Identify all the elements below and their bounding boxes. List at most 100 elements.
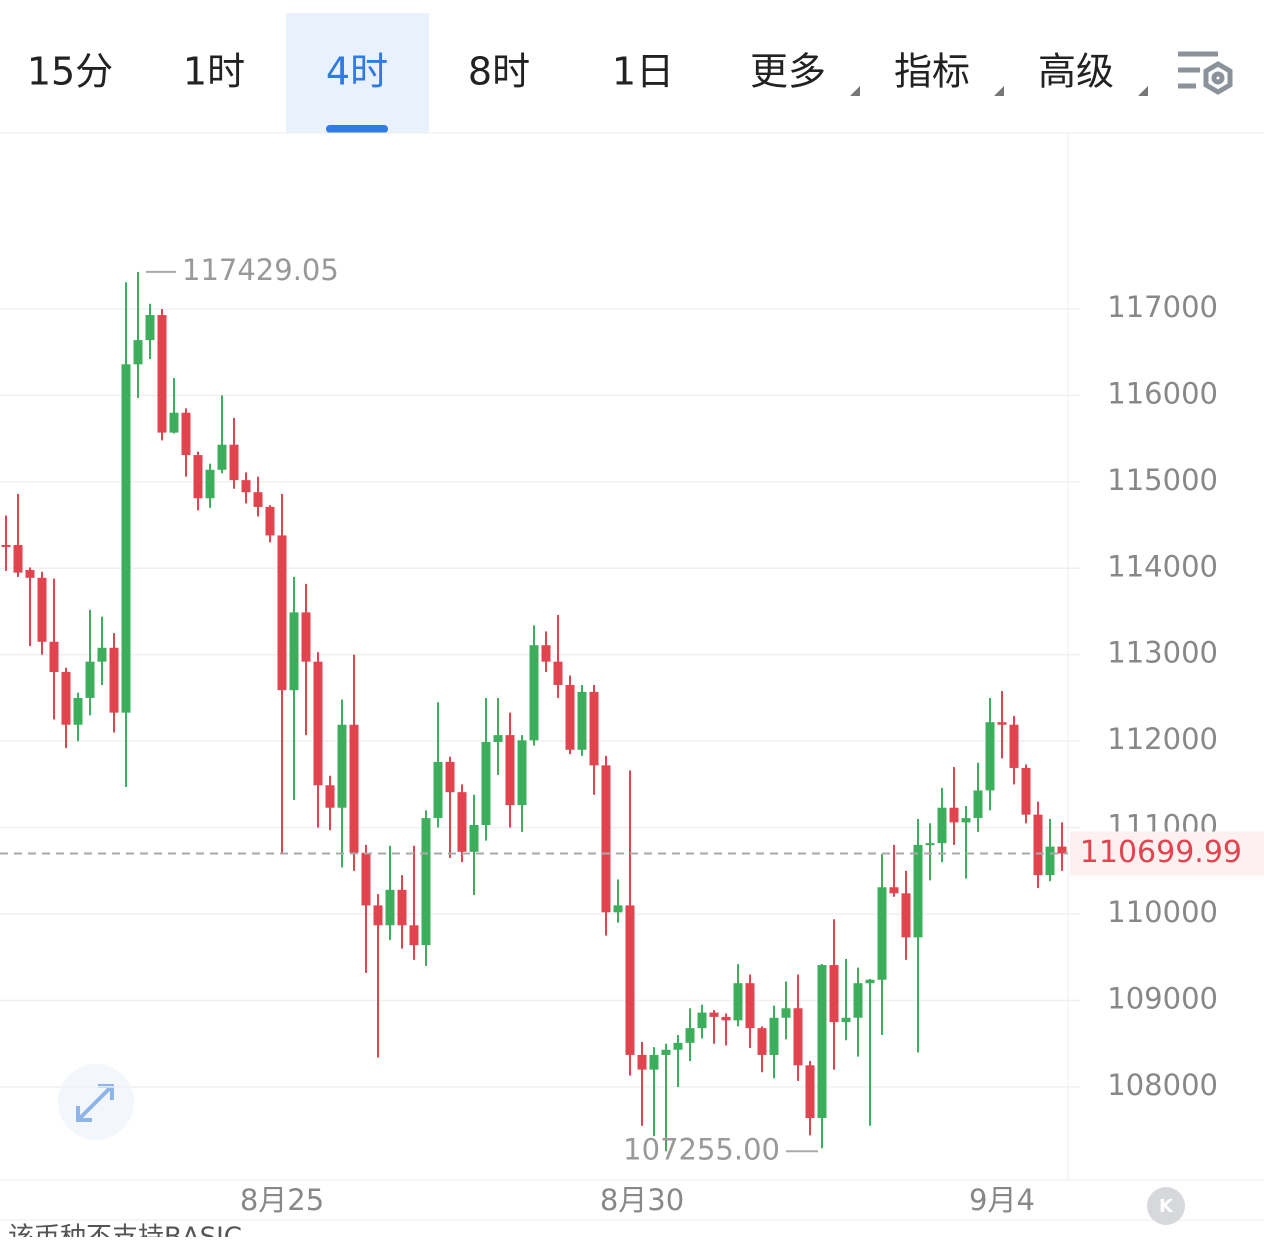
candle-body [277, 535, 287, 691]
candle-body [337, 724, 347, 808]
candle-body [217, 444, 227, 470]
y-tick-label: 117000 [1107, 290, 1218, 324]
expand-icon [76, 1084, 114, 1122]
candle-body [493, 735, 503, 743]
tab[interactable]: 更多 [750, 50, 826, 94]
candle-body [805, 1065, 815, 1119]
candle-body [961, 818, 971, 823]
back-button[interactable] [1147, 1187, 1185, 1225]
dropdown-arrow [1138, 86, 1148, 96]
candle-body [721, 1016, 731, 1021]
candle-body [733, 983, 743, 1021]
candle-body [685, 1028, 695, 1043]
candle-body [229, 444, 239, 481]
candle-body [709, 1012, 719, 1017]
candle-body [697, 1012, 707, 1029]
candle-body [25, 570, 35, 578]
settings-icon[interactable] [1178, 51, 1233, 95]
candle-body [37, 577, 47, 642]
candle-body [397, 889, 407, 926]
candle-body [649, 1054, 659, 1070]
candle-body [745, 983, 755, 1029]
candle-body [973, 790, 983, 819]
candle-body [205, 469, 215, 499]
tab[interactable]: 高级 [1038, 50, 1114, 94]
candle-body [145, 315, 155, 341]
candle-body [85, 661, 95, 698]
candle-body [1021, 767, 1031, 815]
candle-body [793, 1008, 803, 1066]
max-label: 117429.05 [182, 253, 339, 287]
candle-body [361, 852, 371, 906]
candle-body [625, 905, 635, 1055]
candle-body [769, 1017, 779, 1055]
tab[interactable]: 1时 [183, 50, 245, 94]
candle-body [529, 645, 539, 741]
candle-body [985, 722, 995, 791]
y-tick-label: 112000 [1107, 722, 1218, 756]
tab[interactable]: 15分 [27, 50, 113, 94]
candle-body [877, 887, 887, 980]
tab[interactable]: 4时 [326, 50, 388, 94]
back-icon: K [1159, 1196, 1174, 1217]
candle-body [577, 691, 587, 750]
candle-body [565, 684, 575, 750]
candle-body [781, 1008, 791, 1018]
footer-text: 该币种不支持BASIC [8, 1223, 242, 1238]
candle-body [457, 792, 467, 852]
candle-body [901, 893, 911, 938]
candle-body [157, 315, 167, 433]
candle-body [589, 691, 599, 766]
candle-body [637, 1054, 647, 1070]
candle-body [865, 979, 875, 984]
x-tick-label: 9月4 [969, 1183, 1035, 1217]
candle-body [349, 724, 359, 853]
candle-body [61, 672, 71, 725]
y-tick-label: 113000 [1107, 636, 1218, 670]
candle-body [169, 412, 179, 433]
candle-body [553, 661, 563, 685]
candle-body [109, 647, 119, 713]
candle-body [49, 641, 59, 673]
y-tick-label: 114000 [1107, 549, 1218, 583]
candle-body [925, 843, 935, 846]
candle-body [505, 735, 515, 806]
y-tick-label: 116000 [1107, 376, 1218, 410]
candle-body [289, 612, 299, 691]
candle-body [97, 647, 107, 662]
y-tick-label: 110000 [1107, 895, 1218, 929]
candle-body [949, 807, 959, 823]
candle-body [481, 742, 491, 826]
tab[interactable]: 8时 [468, 50, 530, 94]
candle-body [853, 983, 863, 1018]
candle-body [817, 965, 827, 1119]
candle-body [121, 364, 131, 713]
candle-body [385, 889, 395, 926]
candle-body [253, 492, 263, 507]
candle-body [757, 1028, 767, 1055]
y-tick-label: 109000 [1107, 981, 1218, 1015]
candle-body [889, 887, 899, 894]
candle-body [241, 480, 251, 493]
tab[interactable]: 指标 [894, 50, 970, 94]
candle-body [673, 1042, 683, 1050]
candle-body [517, 740, 527, 806]
candle-body [469, 825, 479, 852]
tab[interactable]: 1日 [612, 50, 674, 94]
candle-body [445, 761, 455, 793]
candle-body [13, 544, 23, 573]
candle-body [301, 612, 311, 662]
candle-body [73, 697, 83, 725]
candle-body [1033, 814, 1043, 876]
candle-body [1, 544, 11, 547]
x-tick-label: 8月30 [600, 1183, 684, 1217]
candle-body [829, 965, 839, 1023]
x-tick-label: 8月25 [240, 1183, 324, 1217]
candle-body [937, 807, 947, 844]
candle-body [409, 925, 419, 946]
current-price-label: 110699.99 [1080, 835, 1242, 870]
dropdown-arrow [850, 86, 860, 96]
candle-body [541, 645, 551, 662]
candle-body [325, 785, 335, 808]
candle-body [601, 765, 611, 913]
